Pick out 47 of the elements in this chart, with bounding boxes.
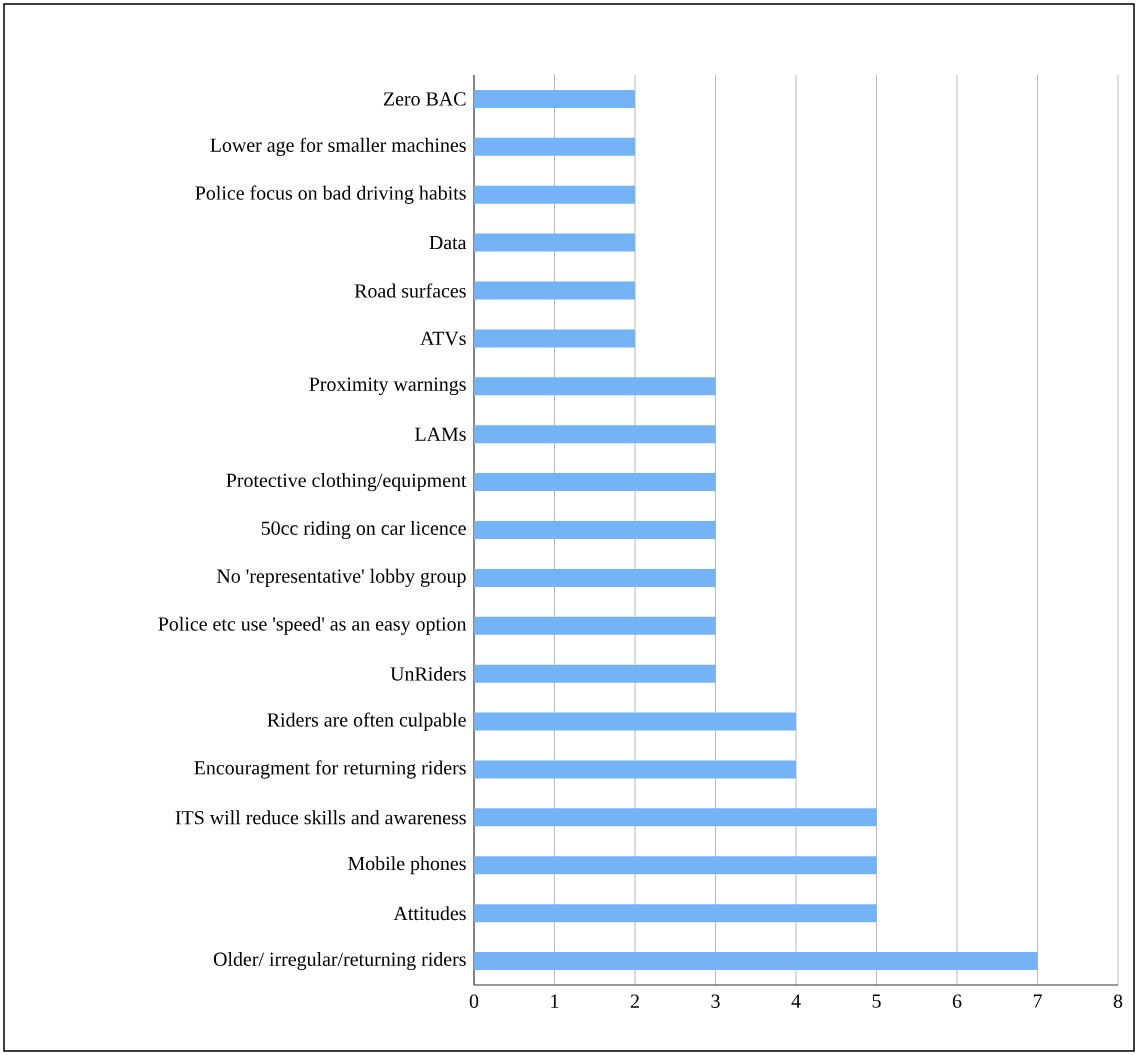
bar bbox=[474, 568, 716, 587]
y-tick-label: Encouragment for returning riders bbox=[194, 760, 466, 779]
bar bbox=[474, 89, 636, 108]
x-tick-label: 6 bbox=[952, 994, 962, 1008]
y-tick-label: Data bbox=[429, 236, 467, 250]
y-tick-label: Older/ irregular/returning riders bbox=[213, 951, 466, 971]
y-tick-label: Proximity warnings bbox=[309, 377, 466, 396]
x-tick-label: 5 bbox=[872, 994, 881, 1008]
bar bbox=[474, 712, 797, 731]
bar bbox=[474, 473, 716, 492]
bar bbox=[474, 616, 716, 635]
x-tick-label: 4 bbox=[791, 994, 801, 1008]
y-tick-label: 50cc riding on car licence bbox=[261, 520, 466, 540]
x-tick-label: 8 bbox=[1113, 994, 1123, 1008]
bar bbox=[474, 425, 716, 444]
y-tick-label: ITS will reduce skills and awareness bbox=[175, 810, 466, 825]
y-tick-label: No 'representative' lobby group bbox=[216, 568, 466, 587]
y-tick-label: Zero BAC bbox=[383, 92, 466, 106]
bar bbox=[474, 808, 877, 827]
x-tick-label: 0 bbox=[469, 994, 479, 1008]
y-tick-label: LAMs bbox=[415, 427, 466, 441]
bar bbox=[474, 664, 716, 683]
bar bbox=[474, 904, 877, 923]
bar bbox=[474, 329, 636, 348]
y-tick-label: ATVs bbox=[420, 331, 466, 346]
y-tick-label: Mobile phones bbox=[348, 856, 466, 875]
y-tick-label: Protective clothing/equipment bbox=[226, 473, 467, 492]
bar bbox=[474, 856, 877, 875]
y-tick-label: Attitudes bbox=[393, 906, 466, 921]
bar bbox=[474, 185, 636, 204]
x-tick-label: 2 bbox=[630, 994, 639, 1008]
y-tick-label: UnRiders bbox=[390, 666, 466, 681]
y-tick-label: Road surfaces bbox=[354, 283, 466, 298]
bar bbox=[474, 233, 636, 252]
y-tick-label: Police focus on bad driving habits bbox=[195, 185, 466, 204]
x-tick-label: 3 bbox=[711, 994, 720, 1008]
x-tick-label: 1 bbox=[551, 994, 559, 1008]
x-tick-label: 7 bbox=[1033, 994, 1042, 1008]
bar bbox=[474, 281, 636, 300]
y-tick-label: Riders are often culpable bbox=[267, 712, 466, 731]
bar bbox=[474, 520, 716, 539]
bar bbox=[474, 760, 797, 779]
y-tick-label: Police etc use 'speed' as an easy option bbox=[158, 616, 467, 635]
bar bbox=[474, 952, 1038, 971]
bar bbox=[474, 137, 636, 156]
y-tick-label: Lower age for smaller machines bbox=[210, 137, 466, 156]
bar bbox=[474, 377, 716, 396]
